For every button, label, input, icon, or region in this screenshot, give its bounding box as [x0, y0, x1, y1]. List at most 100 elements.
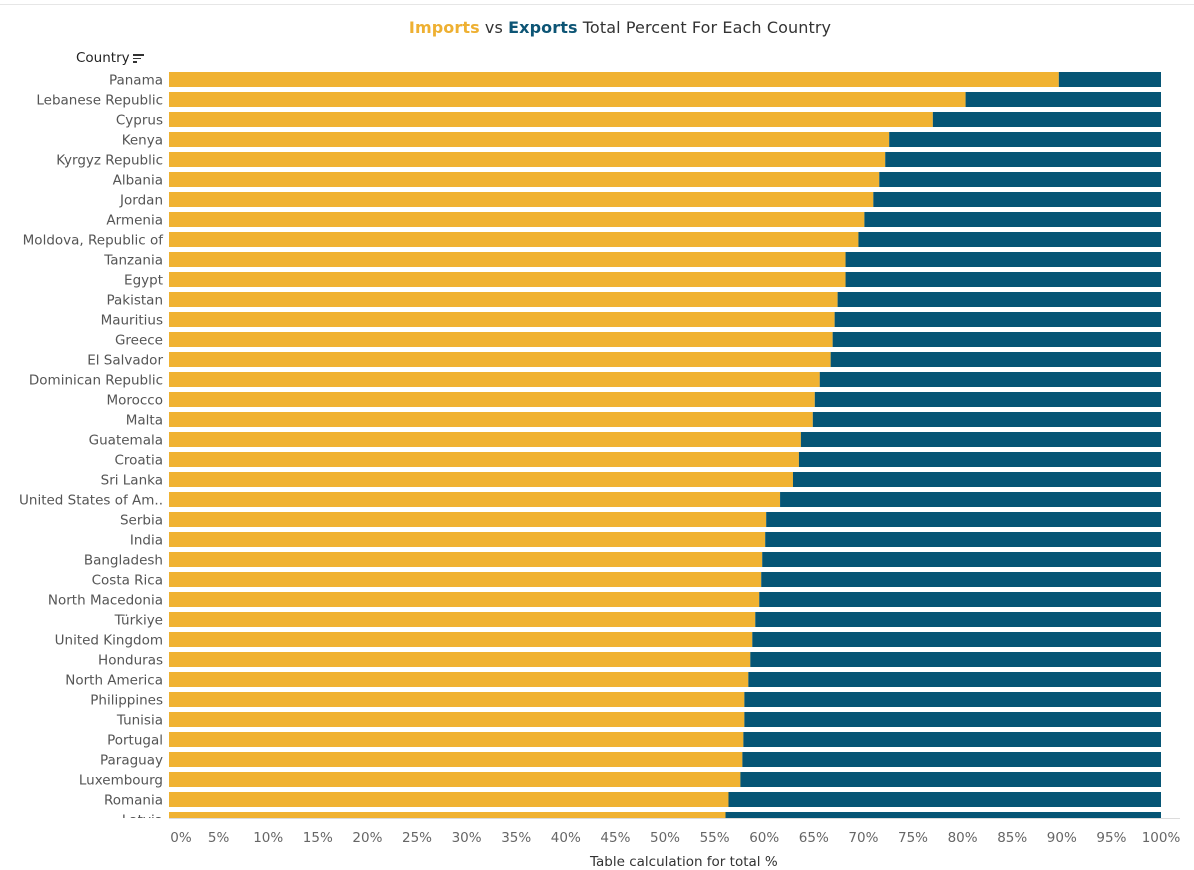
- country-label[interactable]: North America: [65, 673, 163, 689]
- country-label[interactable]: Portugal: [107, 733, 163, 749]
- bar-imports[interactable]: [169, 792, 729, 807]
- country-label[interactable]: Malta: [126, 413, 163, 429]
- bar-imports[interactable]: [169, 652, 751, 667]
- bar-imports[interactable]: [169, 372, 820, 387]
- bar-exports[interactable]: [762, 552, 1161, 567]
- country-label[interactable]: Pakistan: [106, 293, 163, 309]
- country-label[interactable]: United Kingdom: [55, 633, 163, 649]
- bar-exports[interactable]: [845, 252, 1161, 267]
- bar-exports[interactable]: [834, 312, 1161, 327]
- bar-exports[interactable]: [766, 512, 1161, 527]
- bar-imports[interactable]: [169, 292, 838, 307]
- bar-exports[interactable]: [830, 352, 1161, 367]
- country-label[interactable]: Cyprus: [116, 113, 163, 129]
- bar-exports[interactable]: [780, 492, 1161, 507]
- country-label[interactable]: Romania: [104, 793, 163, 809]
- bar-exports[interactable]: [932, 112, 1161, 127]
- country-label[interactable]: India: [130, 533, 163, 549]
- country-label[interactable]: Croatia: [114, 453, 163, 469]
- country-label[interactable]: Lebanese Republic: [36, 93, 163, 109]
- bar-imports[interactable]: [169, 72, 1059, 87]
- sort-descending-icon[interactable]: [132, 53, 144, 63]
- country-label[interactable]: Moldova, Republic of: [23, 233, 165, 249]
- bar-imports[interactable]: [169, 332, 833, 347]
- bar-imports[interactable]: [169, 312, 835, 327]
- country-label[interactable]: Albania: [113, 173, 163, 189]
- bar-exports[interactable]: [858, 232, 1161, 247]
- bar-imports[interactable]: [169, 132, 890, 147]
- country-label[interactable]: Latvia: [122, 813, 163, 819]
- bar-imports[interactable]: [169, 612, 756, 627]
- bar-exports[interactable]: [879, 172, 1161, 187]
- bar-exports[interactable]: [800, 432, 1161, 447]
- country-label[interactable]: Sri Lanka: [101, 473, 163, 489]
- country-label[interactable]: El Salvador: [87, 353, 163, 369]
- bar-exports[interactable]: [725, 812, 1161, 818]
- bar-exports[interactable]: [748, 672, 1161, 687]
- bar-exports[interactable]: [765, 532, 1161, 547]
- bar-imports[interactable]: [169, 212, 865, 227]
- bar-exports[interactable]: [755, 612, 1161, 627]
- country-label[interactable]: United States of Am..: [19, 493, 163, 509]
- bar-imports[interactable]: [169, 412, 813, 427]
- bar-exports[interactable]: [728, 792, 1161, 807]
- bar-imports[interactable]: [169, 752, 743, 767]
- country-label[interactable]: Armenia: [106, 213, 163, 229]
- bar-imports[interactable]: [169, 252, 846, 267]
- bar-exports[interactable]: [814, 392, 1161, 407]
- bar-exports[interactable]: [761, 572, 1161, 587]
- bar-exports[interactable]: [744, 712, 1161, 727]
- bar-imports[interactable]: [169, 352, 831, 367]
- bar-imports[interactable]: [169, 452, 799, 467]
- bar-exports[interactable]: [759, 592, 1161, 607]
- country-label[interactable]: Tanzania: [103, 253, 163, 269]
- bar-imports[interactable]: [169, 592, 760, 607]
- country-label[interactable]: Jordan: [119, 193, 163, 209]
- bar-exports[interactable]: [1058, 72, 1161, 87]
- bar-exports[interactable]: [889, 132, 1161, 147]
- country-label[interactable]: Morocco: [106, 393, 163, 409]
- bar-imports[interactable]: [169, 812, 726, 818]
- bar-imports[interactable]: [169, 732, 744, 747]
- bar-exports[interactable]: [742, 752, 1161, 767]
- bar-exports[interactable]: [792, 472, 1161, 487]
- bar-imports[interactable]: [169, 172, 880, 187]
- country-label[interactable]: Luxembourg: [79, 773, 163, 789]
- bar-exports[interactable]: [845, 272, 1161, 287]
- bar-imports[interactable]: [169, 552, 763, 567]
- bar-imports[interactable]: [169, 572, 762, 587]
- bar-imports[interactable]: [169, 472, 793, 487]
- bar-exports[interactable]: [864, 212, 1161, 227]
- country-label[interactable]: Philippines: [90, 693, 163, 709]
- bar-exports[interactable]: [750, 652, 1161, 667]
- bar-imports[interactable]: [169, 392, 815, 407]
- bar-exports[interactable]: [832, 332, 1161, 347]
- bar-imports[interactable]: [169, 432, 801, 447]
- bar-imports[interactable]: [169, 152, 886, 167]
- bar-imports[interactable]: [169, 512, 767, 527]
- bar-exports[interactable]: [885, 152, 1161, 167]
- country-label[interactable]: North Macedonia: [48, 593, 163, 609]
- bar-imports[interactable]: [169, 232, 859, 247]
- country-label[interactable]: Mauritius: [101, 313, 163, 329]
- bar-exports[interactable]: [837, 292, 1161, 307]
- bar-exports[interactable]: [798, 452, 1161, 467]
- bar-imports[interactable]: [169, 272, 846, 287]
- country-label[interactable]: Tunisia: [116, 713, 163, 729]
- bar-imports[interactable]: [169, 772, 741, 787]
- bar-exports[interactable]: [740, 772, 1161, 787]
- country-label[interactable]: Türkiye: [114, 613, 163, 629]
- country-label[interactable]: Serbia: [120, 513, 163, 529]
- bar-imports[interactable]: [169, 692, 745, 707]
- country-label[interactable]: Honduras: [98, 653, 163, 669]
- bar-imports[interactable]: [169, 92, 966, 107]
- bar-exports[interactable]: [752, 632, 1161, 647]
- bar-imports[interactable]: [169, 492, 781, 507]
- country-label[interactable]: Dominican Republic: [29, 373, 163, 389]
- bar-exports[interactable]: [744, 692, 1161, 707]
- bar-imports[interactable]: [169, 532, 766, 547]
- bar-exports[interactable]: [873, 192, 1161, 207]
- country-label[interactable]: Greece: [115, 333, 163, 349]
- bar-imports[interactable]: [169, 712, 745, 727]
- country-label[interactable]: Kenya: [122, 133, 163, 149]
